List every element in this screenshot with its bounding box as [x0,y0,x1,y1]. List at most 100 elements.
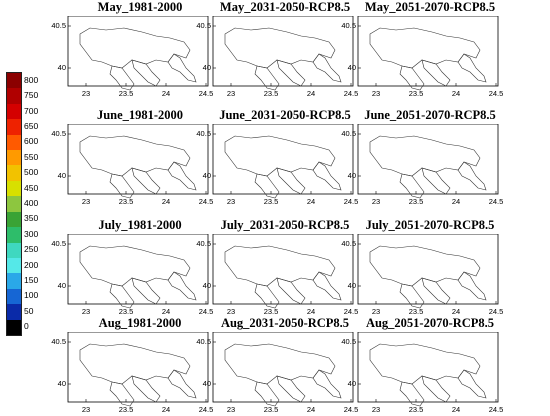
x-tick-label: 24 [307,307,315,316]
region-outline [109,65,135,91]
x-tick-label: 24 [307,89,315,98]
legend-label: 50 [24,305,34,316]
panel-title: Aug_2031-2050-RCP8.5 [220,316,350,330]
legend-label: 300 [24,228,39,239]
legend-swatch [7,180,21,197]
legend-label: 800 [24,74,39,85]
x-tick-label: 23.5 [264,89,279,98]
coastline [224,343,342,407]
legend-swatch [7,196,21,213]
legend-label: 0 [24,321,29,332]
map-panel: July_2051-2070-RCP8.5 23 23.5 24 24.5 40.5 40 [341,218,510,318]
y-tick-label: 40 [202,171,211,180]
y-tick-label: 40.5 [341,337,356,346]
x-tick-label: 23 [227,307,235,316]
x-tick-label: 23.5 [264,197,279,206]
x-tick-label: 24.5 [344,197,359,206]
y-tick-label: 40.5 [196,129,211,138]
x-tick-label: 23.5 [119,89,134,98]
legend-swatch [7,165,21,182]
x-tick-label: 24 [162,197,170,206]
y-tick-label: 40 [202,379,211,388]
y-tick-label: 40 [202,63,211,72]
legend-label: 200 [24,259,39,270]
y-tick-label: 40.5 [341,239,356,248]
map-plot: 23 23.5 24 24.5 [357,124,503,206]
x-tick-label: 24 [162,89,170,98]
legend-swatch [7,150,21,166]
map-plot: 23 23.5 24 24.5 [67,124,214,206]
legend-label: 600 [24,136,39,147]
legend-label: 700 [24,105,39,116]
map-panel: July_2031-2050-RCP8.5 23 23.5 24 24.5 40.5 40 [196,218,365,318]
x-tick-label: 23 [372,307,380,316]
coastline [79,135,197,199]
coastline [79,245,197,309]
y-tick-label: 40.5 [51,239,66,248]
legend-swatch [7,288,21,305]
map-plot: 23 23.5 24 24.5 [212,234,359,316]
map-panel: Aug_2031-2050-RCP8.5 23 23.5 24 24.5 40.5 40 [196,316,365,416]
legend-label: 400 [24,198,39,208]
panel-title: May_2031-2050-RCP8.5 [219,0,351,14]
region-outline [276,277,306,305]
x-tick-label: 23 [372,197,380,206]
plot-frame [212,234,354,305]
map-plot: 23 23.5 24 24.5 [67,332,213,414]
y-tick-label: 40.5 [51,129,66,138]
legend-label: 150 [24,275,39,286]
region-outline [254,381,280,407]
map-plot: 23 23.5 24 24.5 [67,234,213,316]
panel-title: July_2051-2070-RCP8.5 [365,218,495,232]
region-outline [109,381,135,407]
legend-label: 250 [24,244,39,255]
legend-swatch [7,242,21,259]
region-outline [276,375,306,403]
x-tick-label: 24 [452,197,460,206]
region-outline [399,173,425,199]
legend-swatch [7,134,21,151]
coastline [369,245,487,309]
x-tick-label: 24.5 [199,197,214,206]
legend-swatch [7,304,21,321]
plot-frame [212,124,354,195]
map-panel: Aug_2051-2070-RCP8.5 23 23.5 24 24.5 40.5 40 [341,316,510,416]
panel-title: Aug_1981-2000 [98,316,182,330]
x-tick-label: 23 [82,307,90,316]
region-outline [457,271,487,301]
x-tick-label: 24 [452,307,460,316]
x-tick-label: 24.5 [344,307,359,316]
map-panel: May_1981-2000 23 23.5 24 24.5 40.5 40 [51,0,220,100]
panel-title: June_2051-2070-RCP8.5 [364,108,496,122]
x-tick-label: 23.5 [409,307,424,316]
region-outline [399,283,425,309]
coastline [369,27,487,91]
legend-label: 350 [24,213,39,224]
plot-frame [67,234,209,305]
x-tick-label: 24.5 [489,89,504,98]
coastline [369,135,487,199]
x-tick-label: 23 [372,89,380,98]
region-outline [276,167,306,195]
coastline [224,245,342,309]
region-outline [312,369,342,399]
legend-swatch [7,319,21,336]
map-plot: 23 23.5 24 24.5 [212,16,358,98]
y-tick-label: 40 [57,63,66,72]
y-tick-label: 40.5 [51,337,66,346]
panel-title: May_1981-2000 [97,0,183,14]
y-tick-label: 40 [347,171,356,180]
region-outline [254,283,280,309]
legend-swatch [7,119,21,136]
panel-title: July_1981-2000 [98,218,182,232]
region-outline [131,59,161,87]
panel-title: May_2051-2070-RCP8.5 [364,0,496,14]
plot-frame [212,332,354,403]
panel-title: July_2031-2050-RCP8.5 [220,218,350,232]
x-tick-label: 23 [227,197,235,206]
region-outline [399,65,425,91]
plot-frame [67,124,209,195]
panel-title: Aug_2051-2070-RCP8.5 [365,316,495,330]
region-outline [254,65,280,91]
legend-label: 500 [24,167,39,178]
